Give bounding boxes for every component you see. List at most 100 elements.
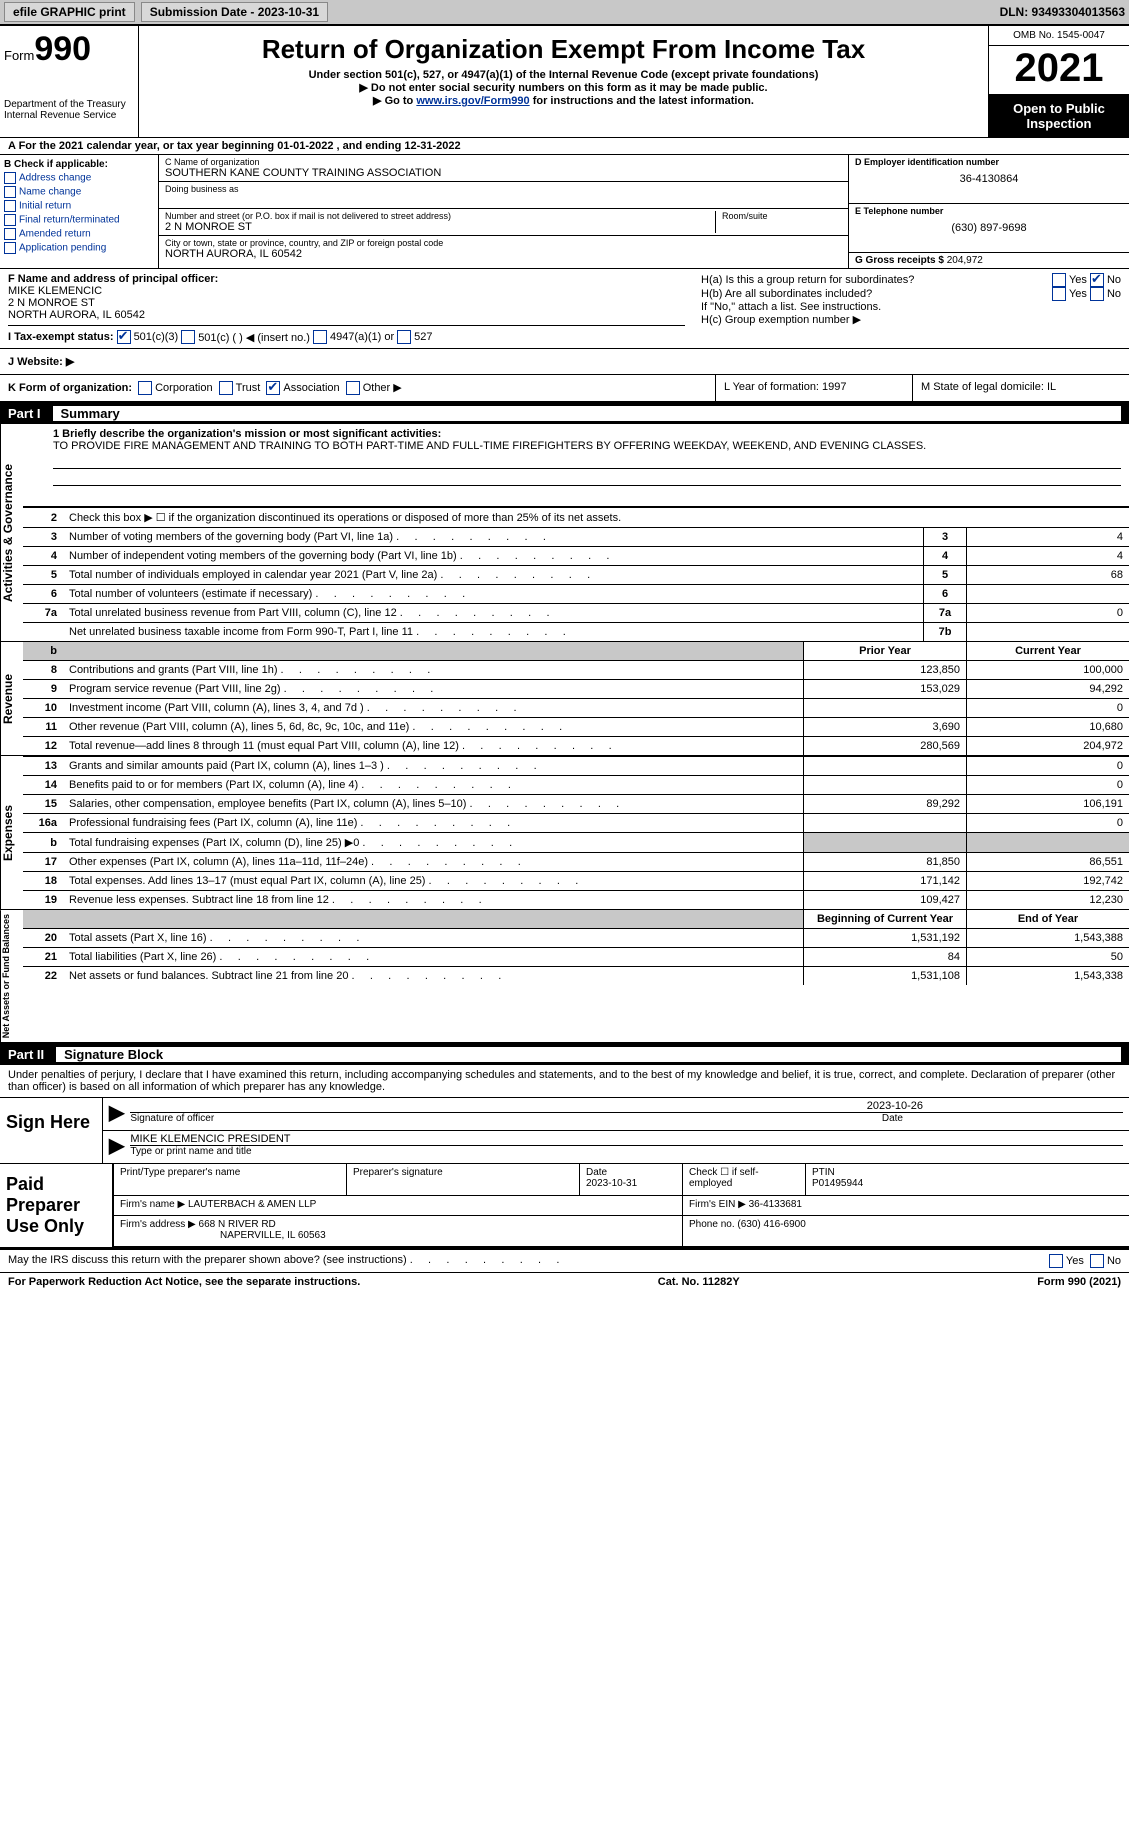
chk-name-change[interactable]: Name change (4, 186, 154, 198)
street-label: Number and street (or P.O. box if mail i… (165, 211, 709, 221)
chk-other[interactable] (346, 381, 360, 395)
org-name-label: C Name of organization (165, 157, 842, 167)
chk-initial-return[interactable]: Initial return (4, 200, 154, 212)
form-header: Form990 Department of the Treasury Inter… (0, 26, 1129, 138)
hb-note: If "No," attach a list. See instructions… (701, 301, 1121, 313)
efile-topbar: efile GRAPHIC print Submission Date - 20… (0, 0, 1129, 26)
table-row: 9Program service revenue (Part VIII, lin… (23, 680, 1129, 699)
ein-label: D Employer identification number (855, 157, 1123, 167)
table-row: 11Other revenue (Part VIII, column (A), … (23, 718, 1129, 737)
ptin-value: P01495944 (812, 1178, 863, 1189)
gross-receipts-label: G Gross receipts $ (855, 255, 944, 266)
side-revenue: Revenue (0, 642, 23, 755)
phone-value: (630) 897-9698 (855, 222, 1123, 234)
chk-corporation[interactable] (138, 381, 152, 395)
table-row: 12Total revenue—add lines 8 through 11 (… (23, 737, 1129, 756)
officer-addr2: NORTH AURORA, IL 60542 (8, 309, 685, 321)
chk-association[interactable] (266, 381, 280, 395)
side-expenses: Expenses (0, 756, 23, 909)
row-a-calendar-year: A For the 2021 calendar year, or tax yea… (0, 138, 1129, 155)
table-row: 22Net assets or fund balances. Subtract … (23, 967, 1129, 986)
table-row: 15Salaries, other compensation, employee… (23, 795, 1129, 814)
dba-label: Doing business as (165, 184, 842, 194)
org-name-value: SOUTHERN KANE COUNTY TRAINING ASSOCIATIO… (165, 167, 842, 179)
preparer-date: 2023-10-31 (586, 1178, 637, 1189)
table-row: Net unrelated business taxable income fr… (23, 623, 1129, 642)
discuss-row: May the IRS discuss this return with the… (0, 1249, 1129, 1272)
mission-text: TO PROVIDE FIRE MANAGEMENT AND TRAINING … (53, 440, 1121, 452)
phone-label: E Telephone number (855, 206, 1123, 216)
form-number: Form990 (4, 30, 134, 69)
preparer-name-label: Print/Type preparer's name (114, 1164, 347, 1195)
efile-print-button[interactable]: efile GRAPHIC print (4, 2, 135, 22)
table-row: 7aTotal unrelated business revenue from … (23, 604, 1129, 623)
tax-year: 2021 (989, 46, 1129, 95)
tax-exempt-row: I Tax-exempt status: 501(c)(3) 501(c) ( … (8, 325, 685, 344)
hb-label: H(b) Are all subordinates included? (701, 288, 1049, 300)
chk-4947[interactable] (313, 330, 327, 344)
discuss-yes[interactable] (1049, 1254, 1063, 1268)
arrow-icon: ▶ (109, 1133, 124, 1161)
street-value: 2 N MONROE ST (165, 221, 709, 233)
arrow-icon: ▶ (109, 1100, 124, 1128)
revenue-table: b Prior Year Current Year 8Contributions… (23, 642, 1129, 755)
firm-ein: 36-4133681 (749, 1199, 802, 1210)
ssn-note: ▶ Do not enter social security numbers o… (147, 81, 980, 94)
part2-header: Part II Signature Block (0, 1044, 1129, 1065)
chk-527[interactable] (397, 330, 411, 344)
table-row: 16aProfessional fundraising fees (Part I… (23, 814, 1129, 833)
city-value: NORTH AURORA, IL 60542 (165, 248, 842, 260)
page-footer: For Paperwork Reduction Act Notice, see … (0, 1272, 1129, 1291)
treasury-dept: Department of the Treasury (4, 99, 134, 110)
table-row: 4Number of independent voting members of… (23, 547, 1129, 566)
chk-501c3[interactable] (117, 330, 131, 344)
gross-receipts-value: 204,972 (947, 255, 983, 266)
officer-addr1: 2 N MONROE ST (8, 297, 685, 309)
chk-application-pending[interactable]: Application pending (4, 242, 154, 254)
table-row: 17Other expenses (Part IX, column (A), l… (23, 853, 1129, 872)
table-row: 20Total assets (Part X, line 16)1,531,19… (23, 929, 1129, 948)
submission-date-button[interactable]: Submission Date - 2023-10-31 (141, 2, 328, 22)
chk-address-change[interactable]: Address change (4, 172, 154, 184)
self-employed-check[interactable]: Check ☐ if self-employed (683, 1164, 806, 1195)
state-domicile: M State of legal domicile: IL (912, 375, 1129, 401)
firm-phone: (630) 416-6900 (737, 1219, 805, 1230)
col-b-checkboxes: B Check if applicable: Address change Na… (0, 155, 159, 268)
perjury-declaration: Under penalties of perjury, I declare th… (0, 1065, 1129, 1098)
ha-yes[interactable] (1052, 273, 1066, 287)
website-row: J Website: ▶ (0, 349, 1129, 375)
chk-trust[interactable] (219, 381, 233, 395)
table-row: 10Investment income (Part VIII, column (… (23, 699, 1129, 718)
firm-name: LAUTERBACH & AMEN LLP (188, 1199, 316, 1210)
table-row: 6Total number of volunteers (estimate if… (23, 585, 1129, 604)
irs-link[interactable]: www.irs.gov/Form990 (416, 95, 529, 107)
chk-501c[interactable] (181, 330, 195, 344)
hb-no[interactable] (1090, 287, 1104, 301)
goto-note: ▶ Go to www.irs.gov/Form990 for instruct… (147, 94, 980, 107)
org-form-row: K Form of organization: Corporation Trus… (0, 375, 1129, 403)
ha-label: H(a) Is this a group return for subordin… (701, 274, 1049, 286)
ein-value: 36-4130864 (855, 173, 1123, 185)
discuss-no[interactable] (1090, 1254, 1104, 1268)
firm-city: NAPERVILLE, IL 60563 (220, 1230, 326, 1241)
sig-date-value: 2023-10-26 (130, 1100, 1123, 1113)
netassets-table: Beginning of Current Year End of Year 20… (23, 910, 1129, 985)
ha-no[interactable] (1090, 273, 1104, 287)
chk-final-return[interactable]: Final return/terminated (4, 214, 154, 226)
chk-amended-return[interactable]: Amended return (4, 228, 154, 240)
governance-table: 2Check this box ▶ ☐ if the organization … (23, 507, 1129, 641)
table-row: 14Benefits paid to or for members (Part … (23, 776, 1129, 795)
open-to-public: Open to Public Inspection (989, 95, 1129, 137)
side-netassets: Net Assets or Fund Balances (0, 910, 23, 1042)
room-label: Room/suite (722, 211, 842, 221)
table-row: 5Total number of individuals employed in… (23, 566, 1129, 585)
omb-number: OMB No. 1545-0047 (989, 26, 1129, 46)
dln-label: DLN: 93493304013563 (1000, 5, 1125, 19)
side-activities: Activities & Governance (0, 424, 23, 641)
mission-label: 1 Briefly describe the organization's mi… (53, 428, 441, 440)
table-row: 19Revenue less expenses. Subtract line 1… (23, 891, 1129, 910)
part1-header: Part I Summary (0, 403, 1129, 424)
table-row: bTotal fundraising expenses (Part IX, co… (23, 833, 1129, 853)
hb-yes[interactable] (1052, 287, 1066, 301)
table-row: 13Grants and similar amounts paid (Part … (23, 757, 1129, 776)
